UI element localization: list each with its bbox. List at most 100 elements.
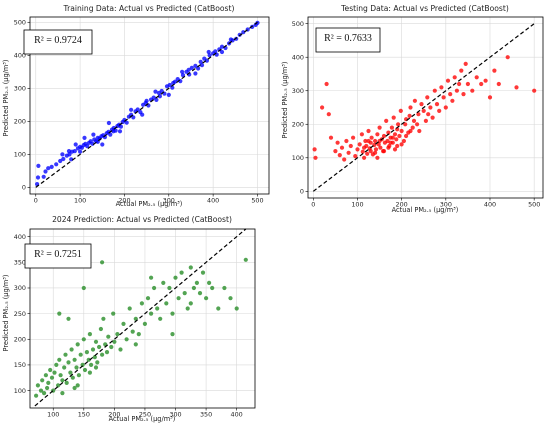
data-point	[90, 347, 96, 352]
data-point	[376, 142, 381, 147]
panel-title: 2024 Prediction: Actual vs Predicted (Ca…	[52, 215, 232, 224]
data-point	[425, 95, 430, 100]
data-point	[72, 149, 77, 154]
data-point	[465, 81, 470, 87]
data-point	[101, 316, 106, 321]
data-point	[359, 132, 364, 137]
data-point	[207, 53, 212, 58]
axes-frame	[29, 16, 270, 195]
data-point	[351, 135, 356, 140]
x-tick-label: 100	[351, 201, 363, 209]
data-point	[63, 352, 68, 357]
data-point	[417, 128, 422, 134]
data-point	[111, 311, 116, 316]
data-point	[35, 383, 41, 388]
data-point	[111, 129, 116, 134]
data-point	[222, 285, 227, 291]
data-point	[399, 142, 404, 147]
axes-frame	[307, 16, 544, 199]
plot-area: 100 150 200 250 300 350 400 100 150 200 250 300 350 4…	[14, 228, 256, 419]
data-point	[532, 88, 537, 93]
data-point	[170, 85, 175, 90]
data-point	[470, 88, 475, 93]
data-point	[80, 362, 85, 367]
data-point	[72, 385, 77, 391]
data-point	[326, 112, 331, 117]
data-point	[124, 337, 129, 342]
data-point	[73, 142, 78, 147]
data-point	[454, 88, 459, 93]
data-point	[191, 285, 196, 291]
data-point	[207, 280, 212, 285]
data-point	[64, 380, 69, 385]
data-point	[144, 98, 149, 103]
x-axis-label: Actual PM₂.₅ (μg/m³)	[109, 415, 176, 423]
data-point	[109, 344, 114, 350]
data-point	[432, 88, 437, 93]
data-point	[76, 373, 81, 378]
data-point	[479, 81, 484, 87]
data-point	[474, 75, 479, 80]
data-point	[362, 155, 367, 160]
y-tick-label: 150	[14, 361, 26, 369]
data-point	[142, 321, 147, 326]
data-point	[362, 145, 367, 150]
data-point	[381, 133, 387, 139]
data-point	[196, 66, 201, 71]
x-tick-label: 300	[440, 201, 452, 209]
data-point	[69, 157, 74, 162]
data-point	[100, 352, 105, 357]
data-point	[81, 285, 86, 291]
x-tick-label: 100	[47, 411, 59, 419]
data-point	[324, 81, 329, 87]
data-point	[373, 138, 378, 144]
data-point	[82, 367, 88, 373]
data-point	[448, 92, 453, 97]
r2-annotation: R² = 0.7633	[324, 33, 372, 44]
data-point	[129, 107, 134, 112]
data-point	[461, 92, 466, 97]
data-point	[91, 132, 96, 137]
data-point	[67, 152, 72, 157]
x-tick-label: 400	[231, 411, 243, 419]
r2-box	[315, 27, 381, 53]
data-point	[57, 311, 62, 316]
x-tick-label: 200	[108, 411, 120, 419]
data-point	[89, 362, 94, 367]
x-axis-label: Actual PM₂.₅ (μg/m³)	[116, 200, 183, 208]
data-point	[377, 125, 382, 130]
data-point	[78, 352, 83, 357]
y-tick-label: 400	[14, 52, 26, 60]
reference-line	[35, 21, 258, 188]
data-point	[84, 350, 89, 355]
data-point	[378, 145, 383, 150]
data-point	[86, 357, 91, 362]
data-point	[428, 105, 433, 110]
data-point	[197, 291, 203, 296]
data-point	[369, 135, 374, 140]
data-point	[357, 142, 362, 147]
data-point	[158, 316, 163, 321]
data-point	[92, 355, 97, 360]
x-tick-label: 500	[251, 197, 263, 205]
data-point	[180, 69, 185, 74]
x-tick-label: 300	[163, 197, 175, 205]
x-tick-label: 200	[118, 197, 130, 205]
data-point	[57, 357, 62, 362]
data-point	[78, 149, 83, 154]
y-tick-label: 0	[22, 184, 26, 192]
data-point	[149, 275, 154, 280]
data-point	[154, 97, 159, 102]
data-point	[188, 265, 193, 270]
data-point	[38, 388, 44, 393]
data-point	[200, 270, 206, 275]
data-point	[366, 138, 371, 144]
data-point	[167, 82, 172, 88]
data-point	[161, 280, 166, 285]
y-tick-label: 300	[292, 87, 304, 95]
data-point	[180, 73, 186, 78]
data-point	[390, 135, 395, 140]
data-point	[381, 149, 387, 154]
data-point	[194, 280, 199, 285]
